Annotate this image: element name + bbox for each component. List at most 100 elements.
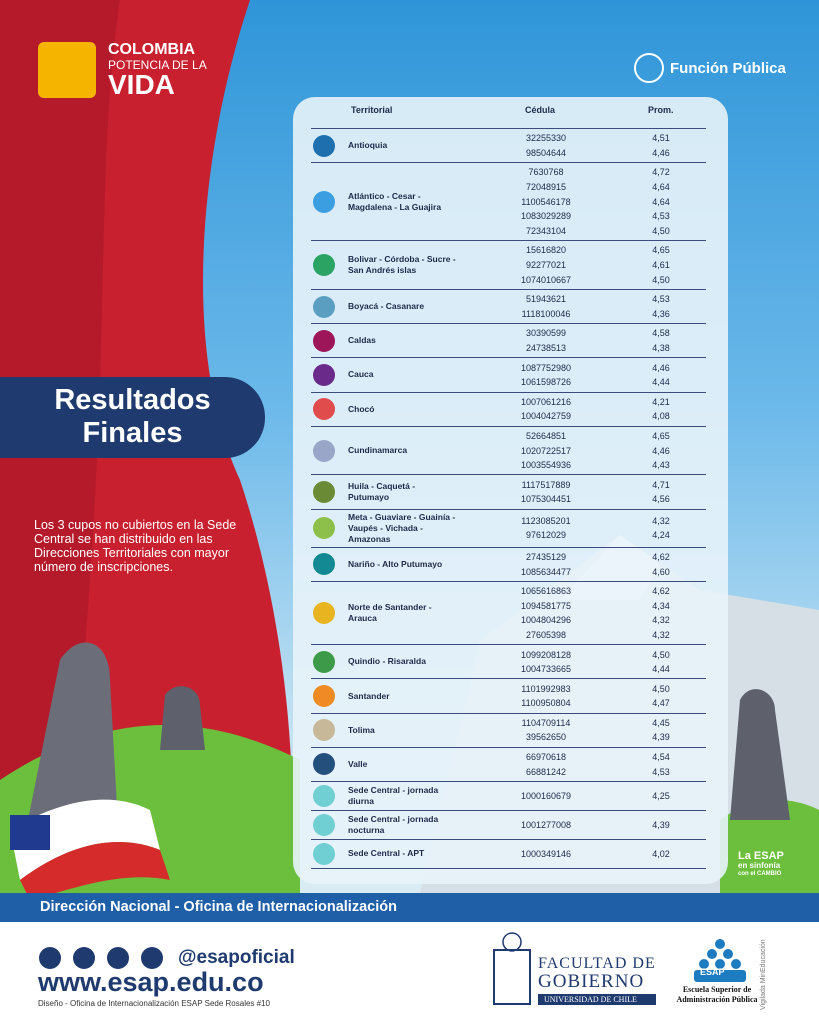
territory-rows: 1087752980 4,46 1061598726 4,44	[456, 360, 706, 389]
youtube-icon[interactable]	[107, 947, 129, 969]
result-row: 1087752980 4,46	[456, 360, 706, 375]
website[interactable]: www.esap.edu.co	[38, 967, 264, 997]
cedula: 1118100046	[521, 308, 571, 319]
territory-dot	[313, 517, 335, 540]
cedula: 32255330	[525, 133, 567, 144]
territory-rows: 1101992983 4,50 1100950804 4,47	[456, 681, 706, 710]
result-row: 1100950804 4,47	[456, 696, 706, 711]
average: 4,65	[652, 430, 670, 441]
result-row: 98504644 4,46	[456, 146, 706, 161]
territory-dot	[313, 753, 335, 776]
territory-rows: 30390599 4,58 24738513 4,38	[456, 326, 706, 355]
average: 4,53	[652, 211, 670, 222]
result-row: 27605398 4,32	[456, 628, 706, 643]
flag-blue	[10, 815, 50, 850]
crest-shape	[493, 949, 531, 1005]
average: 4,24	[652, 530, 670, 541]
result-row: 72343104 4,50	[456, 224, 706, 239]
cedula: 1100950804	[521, 698, 571, 709]
average: 4,50	[652, 225, 670, 236]
territory-name: Norte de Santander - Arauca	[348, 602, 432, 624]
average: 4,32	[652, 515, 670, 526]
territory-name: Sede Central - jornada diurna	[348, 784, 439, 806]
territory-rows: 32255330 4,51 98504644 4,46	[456, 131, 706, 160]
result-row: 52664851 4,65	[456, 429, 706, 444]
result-row: 1117517889 4,71	[456, 477, 706, 492]
result-row: 72048915 4,64	[456, 180, 706, 195]
title-box: Resultados Finales	[0, 377, 265, 458]
territory-group: Sede Central - jornada nocturna 100127700…	[311, 811, 706, 840]
average: 4,39	[652, 732, 670, 743]
cedula: 1000349146	[520, 848, 572, 859]
cedula: 1083029289	[520, 211, 572, 222]
average: 4,53	[652, 294, 670, 305]
hill-right	[720, 800, 819, 893]
instagram-icon[interactable]	[73, 947, 95, 969]
vigilada: Vigilada MinEducación	[760, 939, 767, 1010]
cedula: 1004042759	[520, 411, 572, 422]
result-row: 1123085201 4,32	[456, 514, 706, 529]
average: 4,50	[652, 683, 670, 694]
cedula: 51943621	[525, 294, 567, 305]
result-row: 66881242 4,53	[456, 764, 706, 779]
territory-group: Norte de Santander - Arauca 1065616863 4,6…	[311, 582, 706, 646]
cedula: 92277021	[525, 260, 567, 271]
territory-rows: 1099208128 4,50 1004733665 4,44	[456, 647, 706, 676]
cedula: 1065616863	[520, 586, 572, 597]
cedula: 66970618	[525, 752, 567, 763]
social-handle[interactable]: @esapoficial	[178, 947, 295, 968]
territory-rows: 1001277008 4,39	[456, 818, 706, 833]
territory-name: Chocó	[348, 403, 375, 414]
territory-dot	[313, 553, 335, 576]
average: 4,39	[652, 819, 670, 830]
average: 4,43	[652, 460, 670, 471]
cedula: 1020722517	[520, 445, 572, 456]
territory-name: Atlántico - Cesar - Magdalena - La Guaji…	[348, 190, 442, 212]
average: 4,46	[652, 362, 670, 373]
cedula: 15616820	[525, 245, 567, 256]
moai-small	[160, 686, 205, 750]
territory-name: Quindio - Risaralda	[348, 656, 426, 667]
cedula: 1087752980	[520, 362, 572, 373]
result-row: 7630768 4,72	[456, 165, 706, 180]
cedula: 1007061216	[520, 396, 572, 407]
brand-line: VIDA	[108, 69, 175, 100]
result-row: 15616820 4,65	[456, 243, 706, 258]
title-line: Finales	[82, 417, 183, 449]
flag-red	[20, 841, 170, 900]
territory-dot	[313, 481, 335, 504]
territory-rows: 52664851 4,65 1020722517 4,46 1003554936 4,43	[456, 429, 706, 473]
moai-right	[730, 689, 790, 820]
average: 4,36	[652, 308, 670, 319]
agency: Función Pública	[670, 60, 786, 77]
side-logo-line: La ESAP	[738, 850, 784, 862]
result-row: 1099208128 4,50	[456, 647, 706, 662]
territory-rows: 51943621 4,53 1118100046 4,36	[456, 292, 706, 321]
territory-dot	[313, 842, 335, 865]
average: 4,25	[652, 790, 670, 801]
facebook-icon[interactable]	[39, 947, 61, 969]
average: 4,58	[652, 328, 670, 339]
average: 4,71	[652, 479, 670, 490]
average: 4,64	[652, 196, 670, 207]
territory-name: Nariño - Alto Putumayo	[348, 558, 443, 569]
cedula: 27605398	[525, 629, 567, 640]
territory-rows: 7630768 4,72 72048915 4,64 1100546178 4,64 108…	[456, 165, 706, 238]
territory-rows: 1000160679 4,25	[456, 789, 706, 804]
result-row: 92277021 4,61	[456, 258, 706, 273]
average: 4,53	[652, 766, 670, 777]
average: 4,21	[652, 396, 670, 407]
territory-group: Caldas 30390599 4,58 24738513 4,38	[311, 324, 706, 359]
territory-dot	[313, 439, 335, 462]
territory-group: Sede Central - jornada diurna 1000160679 4…	[311, 782, 706, 811]
result-row: 1003554936 4,43	[456, 458, 706, 473]
side-logo: La ESAP en sinfonía con el CAMBIO	[738, 850, 784, 878]
territory-rows: 1007061216 4,21 1004042759 4,08	[456, 395, 706, 424]
result-row: 1074010667 4,50	[456, 272, 706, 287]
average: 4,08	[652, 411, 670, 422]
cedula: 1117517889	[521, 479, 571, 490]
territory-group: Boyacá - Casanare 51943621 4,53 1118100046 4…	[311, 290, 706, 325]
x-icon[interactable]	[141, 947, 163, 969]
